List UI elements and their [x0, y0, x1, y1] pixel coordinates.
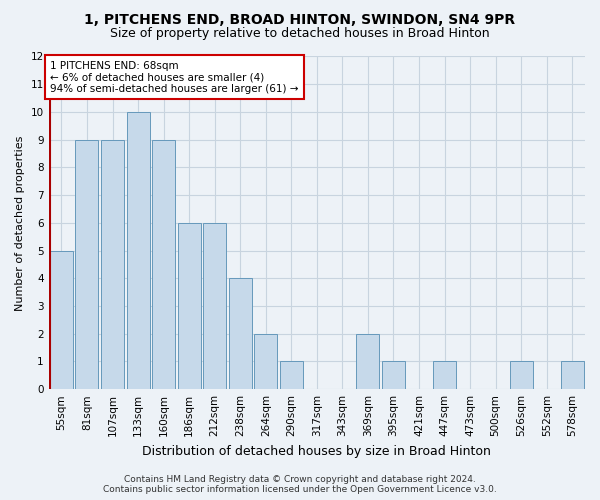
Bar — [382, 362, 405, 389]
Text: Size of property relative to detached houses in Broad Hinton: Size of property relative to detached ho… — [110, 28, 490, 40]
Text: Contains HM Land Registry data © Crown copyright and database right 2024.
Contai: Contains HM Land Registry data © Crown c… — [103, 474, 497, 494]
Text: 1 PITCHENS END: 68sqm
← 6% of detached houses are smaller (4)
94% of semi-detach: 1 PITCHENS END: 68sqm ← 6% of detached h… — [50, 60, 298, 94]
Bar — [50, 250, 73, 389]
Bar — [433, 362, 456, 389]
Y-axis label: Number of detached properties: Number of detached properties — [15, 135, 25, 310]
Bar — [229, 278, 252, 389]
Bar — [178, 223, 200, 389]
Text: 1, PITCHENS END, BROAD HINTON, SWINDON, SN4 9PR: 1, PITCHENS END, BROAD HINTON, SWINDON, … — [85, 12, 515, 26]
Bar — [509, 362, 533, 389]
Bar — [203, 223, 226, 389]
X-axis label: Distribution of detached houses by size in Broad Hinton: Distribution of detached houses by size … — [142, 444, 491, 458]
Bar — [561, 362, 584, 389]
Bar — [101, 140, 124, 389]
Bar — [76, 140, 98, 389]
Bar — [280, 362, 303, 389]
Bar — [254, 334, 277, 389]
Bar — [356, 334, 379, 389]
Bar — [127, 112, 149, 389]
Bar — [152, 140, 175, 389]
